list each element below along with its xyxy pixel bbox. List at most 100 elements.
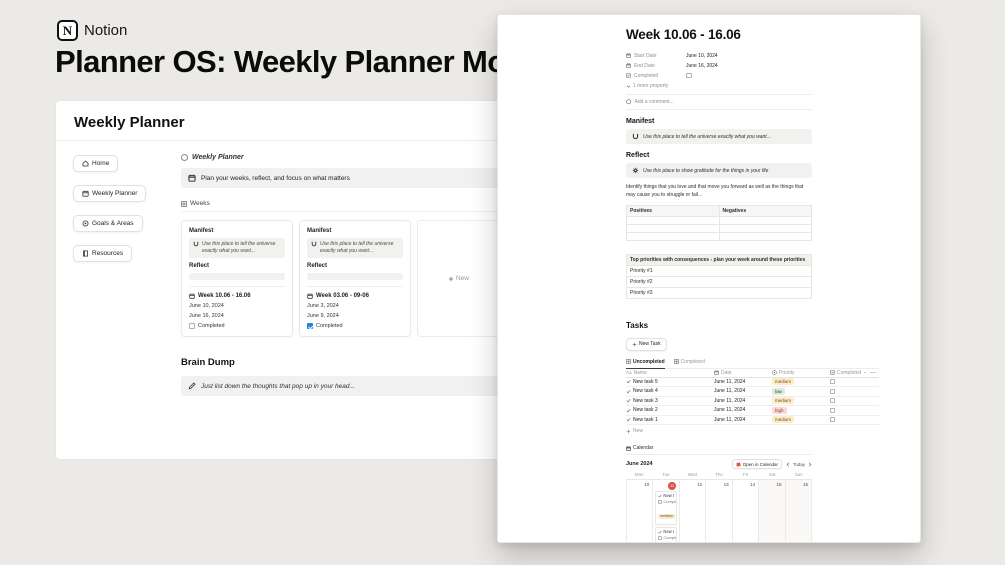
completed-checkbox[interactable]: [307, 323, 313, 329]
task-date[interactable]: June 11, 2024: [714, 388, 746, 395]
calendar-icon: [626, 445, 631, 451]
column-header-completed[interactable]: Completed: [837, 369, 862, 376]
table-cell[interactable]: [718, 215, 812, 225]
date-number: 13: [723, 482, 729, 487]
add-column-icon[interactable]: [864, 370, 866, 375]
property-completed[interactable]: Completed: [626, 71, 812, 80]
new-task-button[interactable]: New Task: [626, 337, 667, 351]
task-name[interactable]: New task 3: [633, 397, 658, 404]
completed-checkbox[interactable]: [189, 323, 195, 329]
tab-uncompleted[interactable]: Uncompleted: [626, 359, 665, 369]
open-in-calendar-button[interactable]: Open in Calendar: [731, 459, 782, 469]
week-card-title-text: Week 03.06 - 09-06: [316, 293, 369, 299]
completed-checkbox[interactable]: [686, 72, 692, 79]
calendar-day-cell[interactable]: 12: [680, 480, 707, 542]
comment-icon: [626, 99, 632, 105]
property-end-date[interactable]: End Date June 16, 2024: [626, 61, 812, 70]
week-card[interactable]: Manifest Use this place to tell the univ…: [181, 220, 293, 337]
calendar-event[interactable]: New ta... Completed medium: [654, 490, 678, 525]
task-name[interactable]: New task 2: [633, 407, 658, 414]
task-completed-checkbox[interactable]: [830, 379, 835, 385]
task-name[interactable]: New task 5: [633, 378, 658, 385]
table-cell[interactable]: [718, 231, 812, 241]
task-row[interactable]: New task 1 June 11, 2024 medium: [626, 416, 879, 425]
table-cell[interactable]: [626, 223, 720, 233]
calendar-icon: [188, 174, 196, 182]
page-main: Weekly Planner Plan your weeks, reflect,…: [181, 154, 500, 396]
week-cards-row: Manifest Use this place to tell the univ…: [181, 220, 500, 337]
priority-tag[interactable]: medium: [772, 378, 795, 386]
add-comment-input[interactable]: Add a comment...: [626, 99, 879, 105]
tab-weeks[interactable]: Weeks: [181, 200, 500, 212]
column-header-date[interactable]: Date: [721, 369, 732, 376]
chevron-right-icon[interactable]: [808, 462, 812, 467]
calendar-red-icon: [736, 461, 741, 467]
sidebar-item-label: Goals & Areas: [92, 220, 134, 227]
task-completed-checkbox[interactable]: [830, 388, 835, 394]
task-date[interactable]: June 11, 2024: [714, 397, 746, 404]
task-name[interactable]: New task 4: [633, 388, 658, 395]
property-start-date[interactable]: Start Date June 10, 2024: [626, 51, 812, 60]
task-row[interactable]: New task 2 June 11, 2024 high: [626, 406, 879, 416]
priority-tag[interactable]: low: [772, 387, 785, 395]
calendar-day-cell[interactable]: 15: [759, 480, 786, 542]
task-row[interactable]: New task 5 June 11, 2024 medium: [626, 378, 879, 387]
priority-row[interactable]: Priority #2: [626, 275, 812, 288]
week-card[interactable]: Manifest Use this place to tell the univ…: [299, 220, 411, 337]
task-date[interactable]: June 11, 2024: [714, 416, 746, 423]
chevron-down-icon: [626, 84, 631, 89]
task-name[interactable]: New task 1: [633, 416, 658, 423]
calendar-day-cell-today[interactable]: 11 New ta... Completed medium New ta... …: [653, 480, 680, 542]
manifest-heading: Manifest: [626, 118, 655, 125]
calendar-day-cell[interactable]: 10: [626, 480, 654, 542]
priority-tag[interactable]: high: [772, 406, 787, 414]
task-completed-checkbox[interactable]: [830, 398, 835, 404]
table-cell[interactable]: [626, 215, 720, 225]
sidebar-item-resources[interactable]: Resources: [73, 245, 133, 262]
calendar-event[interactable]: New ta... Completed low: [654, 526, 678, 542]
task-row[interactable]: New task 4 June 11, 2024 low: [626, 387, 879, 397]
week-detail-page: Week 10.06 - 16.06 Start Date June 10, 2…: [497, 14, 921, 543]
table-cell[interactable]: [626, 231, 720, 241]
priority-tag[interactable]: medium: [772, 416, 795, 424]
more-options-icon[interactable]: [870, 370, 876, 375]
task-completed-checkbox[interactable]: [830, 407, 835, 413]
page-callout-text: Plan your weeks, reflect, and focus on w…: [201, 174, 350, 182]
table-cell[interactable]: [718, 223, 812, 233]
priority-row[interactable]: Priority #3: [626, 286, 812, 299]
priority-row[interactable]: Priority #1: [626, 264, 812, 277]
brain-dump-title: Brain Dump: [181, 357, 235, 368]
task-date[interactable]: June 11, 2024: [714, 407, 746, 414]
positives-negatives-table: Positives Negatives: [626, 204, 812, 241]
date-number: 15: [776, 482, 782, 487]
week-card-title[interactable]: Week 10.06 - 16.06: [189, 286, 285, 299]
sidebar-item-goals-areas[interactable]: Goals & Areas: [73, 215, 143, 232]
new-task-row-button[interactable]: New: [626, 425, 879, 437]
event-checkbox[interactable]: [657, 535, 662, 540]
calendar-day-cell[interactable]: 13: [706, 480, 733, 542]
tab-calendar[interactable]: Calendar: [626, 445, 812, 455]
date-number: 10: [644, 482, 650, 487]
todo-page-icon: [626, 379, 631, 384]
sidebar-item-weekly-planner[interactable]: Weekly Planner: [73, 185, 147, 202]
new-week-card-button[interactable]: New: [417, 220, 500, 337]
tab-label: Uncompleted: [633, 358, 665, 365]
priority-tag[interactable]: medium: [772, 397, 795, 405]
column-header-priority[interactable]: Priority: [779, 369, 795, 376]
weekly-planner-window: Weekly Planner Home Weekly Planner Goals…: [55, 100, 501, 460]
more-properties-toggle[interactable]: 1 more property: [626, 83, 879, 89]
calendar-icon: [626, 53, 631, 58]
column-header-name[interactable]: Name: [633, 369, 647, 376]
today-button[interactable]: Today: [792, 461, 805, 467]
chevron-left-icon[interactable]: [786, 462, 790, 467]
calendar-day-cell[interactable]: 14: [733, 480, 760, 542]
task-date[interactable]: June 11, 2024: [714, 378, 746, 385]
week-card-title[interactable]: Week 03.06 - 09-06: [307, 286, 403, 299]
calendar-day-cell[interactable]: 16: [785, 480, 812, 542]
task-completed-checkbox[interactable]: [830, 417, 835, 423]
select-icon: [772, 370, 777, 375]
event-checkbox[interactable]: [657, 499, 662, 504]
sidebar-item-home[interactable]: Home: [73, 155, 119, 172]
tab-completed[interactable]: Completed: [673, 359, 705, 368]
task-row[interactable]: New task 3 June 11, 2024 medium: [626, 397, 879, 406]
